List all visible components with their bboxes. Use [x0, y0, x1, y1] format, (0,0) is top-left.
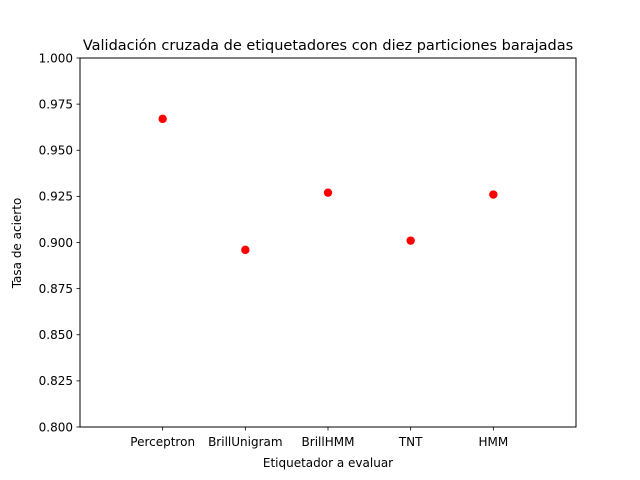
data-point — [241, 245, 250, 255]
x-axis: Perceptron BrillUnigram BrillHMM TNT HMM — [130, 427, 508, 449]
y-tick-label: 0.975 — [39, 97, 73, 111]
data-point — [489, 190, 498, 199]
y-tick-label: 0.925 — [39, 190, 73, 204]
x-tick-label: HMM — [478, 435, 508, 449]
x-axis-label: Etiquetador a evaluar — [263, 456, 393, 470]
y-tick-label: 0.850 — [39, 328, 73, 342]
x-tick-label: BrillHMM — [302, 435, 355, 449]
data-points — [158, 114, 498, 255]
y-tick-label: 0.825 — [39, 374, 73, 388]
x-tick-label: BrillUnigram — [208, 435, 282, 449]
y-axis: 0.800 0.825 0.850 0.875 0.900 0.925 0.950 0.975… — [39, 51, 80, 434]
plot-area — [79, 57, 577, 428]
y-tick-label: 0.800 — [39, 420, 73, 434]
y-tick-label: 1.000 — [39, 51, 73, 65]
data-point — [406, 236, 415, 245]
y-tick-label: 0.875 — [39, 282, 73, 296]
data-point — [158, 114, 167, 124]
data-point — [323, 188, 333, 197]
chart-title: Validación cruzada de etiquetadores con … — [83, 38, 573, 54]
y-tick-label: 0.950 — [39, 144, 73, 158]
x-tick-label: TNT — [398, 435, 423, 449]
x-tick-label: Perceptron — [130, 435, 195, 449]
y-tick-label: 0.900 — [39, 236, 73, 250]
y-axis-label: Tasa de acierto — [10, 198, 24, 290]
